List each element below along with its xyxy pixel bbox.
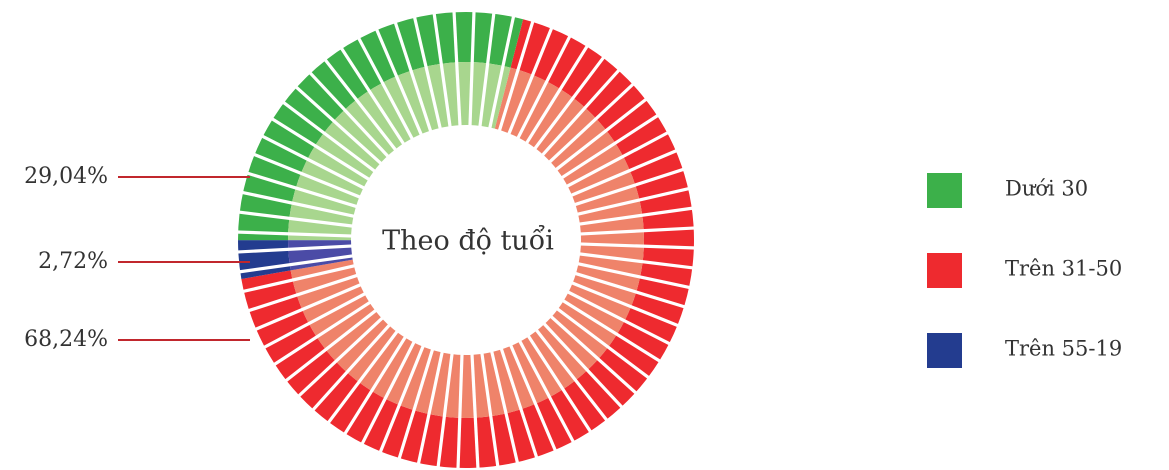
separator [540,68,622,158]
legend-swatch [927,253,962,288]
separator [572,167,686,207]
separator [470,352,480,470]
separator [480,351,500,468]
separator [238,254,355,274]
separator [508,343,558,453]
separator [576,261,692,290]
separator [374,27,424,137]
separator [547,81,636,165]
separator [569,148,679,198]
separator [260,134,367,191]
slice-inner [288,61,511,241]
separator [526,333,593,434]
separator [559,113,660,180]
separator [240,190,356,219]
legend-swatch [927,333,962,368]
separator [253,282,363,332]
separator [565,289,672,346]
separator [577,252,695,270]
separator [246,273,360,313]
separator [262,291,367,350]
separator [436,351,454,469]
separator [499,346,539,460]
separator [281,100,377,174]
value-label: 29,04% [24,164,108,189]
value-label: 2,72% [38,249,108,274]
legend-label: Trên 31-50 [1005,257,1122,281]
value-label: 68,24% [24,327,108,352]
separator [573,271,687,309]
separator [497,19,535,133]
separator [575,186,691,217]
separator [272,300,373,367]
separator [524,44,590,146]
separator [270,116,372,182]
separator [541,321,625,410]
separator [532,55,606,151]
separator [577,206,694,226]
separator [296,315,385,399]
separator [393,20,433,134]
separator [236,230,354,238]
separator [489,349,520,465]
separator [307,70,391,159]
separator [294,84,384,166]
separator [416,350,445,466]
separator [515,34,572,141]
separator [360,339,417,446]
separator [560,298,662,364]
separator [412,15,443,131]
separator [517,339,576,444]
legend-label: Trên 55-19 [1005,337,1122,361]
separator [487,14,516,130]
slice-outer [237,12,524,241]
separator [310,322,392,412]
separator [342,334,408,436]
separator [452,10,462,128]
separator [283,308,378,383]
separator [578,242,696,250]
separator [356,36,415,141]
separator [570,280,680,328]
separator [397,347,435,461]
separator [432,12,452,129]
separator [554,97,649,172]
separator [555,306,651,380]
separator [534,328,609,423]
separator [506,26,554,136]
separator [326,329,400,425]
separator [548,314,638,396]
separator [468,10,476,128]
separator [323,57,398,152]
separator [565,130,670,189]
separator [241,263,357,294]
separator [236,244,354,254]
legend-label: Dưới 30 [1005,177,1088,201]
center-label: Theo độ tuổi [382,224,554,257]
separator [245,171,359,209]
separator [252,152,362,200]
separator [478,11,496,129]
separator [237,210,355,228]
separator [378,344,426,454]
separator [339,46,406,147]
legend-swatch [927,173,962,208]
separator [456,352,464,470]
separator [578,226,696,236]
separators [236,10,696,470]
